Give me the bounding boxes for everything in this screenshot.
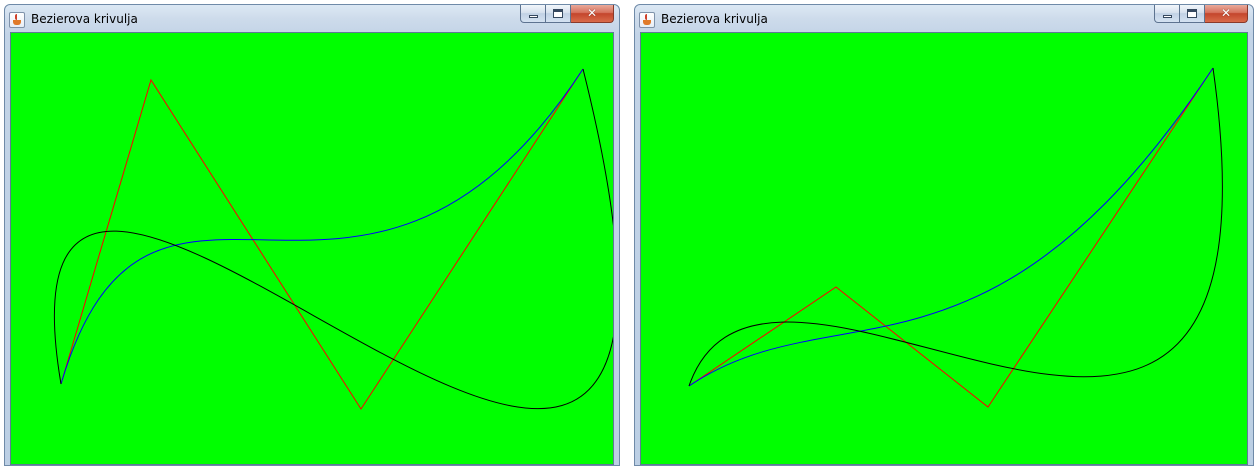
bezier-curve [688, 67, 1214, 387]
drawing-canvas[interactable] [10, 32, 614, 465]
close-icon: ✕ [586, 6, 598, 20]
drawing-canvas[interactable] [640, 32, 1248, 465]
close-button[interactable]: ✕ [1205, 5, 1248, 23]
window-title: Bezierova krivulja [31, 12, 138, 26]
interpolating-curve [688, 67, 1223, 387]
curve-drawing [688, 67, 1223, 408]
maximize-icon [1187, 9, 1197, 18]
minimize-button[interactable] [520, 5, 546, 23]
maximize-button[interactable] [1180, 5, 1205, 23]
maximize-button[interactable] [546, 5, 571, 23]
title-bar[interactable]: Bezierova krivulja ✕ [5, 5, 619, 32]
bezier-window-left: Bezierova krivulja ✕ [4, 4, 620, 466]
bezier-window-right: Bezierova krivulja ✕ [634, 4, 1254, 466]
close-icon: ✕ [1220, 6, 1232, 20]
minimize-button[interactable] [1154, 5, 1180, 23]
control-polygon [60, 68, 584, 410]
bezier-curve [60, 68, 584, 385]
java-cup-icon[interactable] [639, 12, 655, 28]
close-button[interactable]: ✕ [571, 5, 614, 23]
window-title: Bezierova krivulja [661, 12, 768, 26]
java-cup-icon[interactable] [9, 12, 25, 28]
control-polygon [688, 67, 1214, 408]
caption-buttons: ✕ [520, 5, 614, 24]
minimize-icon [1163, 15, 1172, 18]
curve-drawing [53, 68, 613, 410]
interpolating-curve [53, 68, 613, 409]
maximize-icon [553, 9, 563, 18]
caption-buttons: ✕ [1154, 5, 1248, 24]
title-bar[interactable]: Bezierova krivulja ✕ [635, 5, 1253, 32]
minimize-icon [529, 15, 538, 18]
